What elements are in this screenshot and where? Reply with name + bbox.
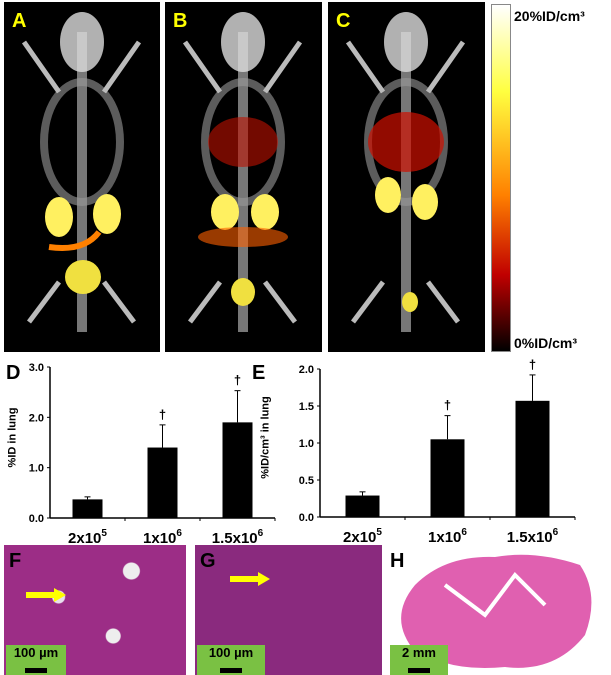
x-tick-label: 1.5x106: [507, 527, 559, 546]
significance-marker: †: [234, 373, 241, 388]
arrow-icon: [26, 588, 66, 602]
chart-d: 0.0 1.0 2.0 3.0 2x105 † 1x106 † 1.5x106: [29, 362, 276, 547]
scale-bar-f: 100 µm: [6, 645, 66, 675]
pet-ct-panel-b: B: [165, 2, 322, 352]
histology-panel-f: F 100 µm: [4, 545, 186, 675]
colorbar-max-label: 20%ID/cm³: [514, 8, 585, 24]
x-tick-label: 1.5x106: [212, 528, 264, 547]
bar: [345, 495, 380, 517]
y-tick-label: 0.0: [299, 512, 314, 524]
significance-marker: †: [529, 357, 536, 372]
scale-bar-h: 2 mm: [390, 645, 448, 675]
bar: [147, 447, 178, 518]
panel-label: D: [6, 362, 21, 384]
y-tick-label: 1.0: [299, 438, 314, 450]
y-tick-label: 3.0: [29, 362, 44, 374]
significance-marker: †: [159, 407, 166, 422]
y-tick-label: 2.0: [299, 364, 314, 376]
mouse-image-b: [182, 12, 303, 332]
y-tick-label: 2.0: [29, 412, 44, 424]
panel-label: C: [336, 10, 351, 32]
chart-e: 0.0 0.5 1.0 1.5 2.0 2x105 † 1x106 † 1.5x106: [299, 357, 576, 546]
scale-label: 100 µm: [13, 645, 59, 660]
scale-bar-line: [408, 668, 430, 673]
x-tick-label: 1x106: [428, 527, 467, 546]
bar: [430, 439, 465, 517]
panel-label: G: [200, 550, 216, 572]
y-tick-label: 0.5: [299, 475, 314, 487]
x-tick-label: 1x106: [143, 528, 182, 547]
scale-bar-line: [220, 668, 242, 673]
significance-marker: †: [444, 398, 451, 413]
y-tick-label: 0.0: [29, 513, 44, 525]
y-tick-label: 1.0: [29, 463, 44, 475]
y-tick-label: 1.5: [299, 401, 314, 413]
panel-label: A: [12, 10, 27, 32]
panel-label: B: [173, 10, 188, 32]
colorbar-min-label: 0%ID/cm³: [514, 335, 578, 351]
scale-bar-g: 100 µm: [197, 645, 265, 675]
x-tick-label: 2x105: [68, 528, 107, 547]
mouse-image-c: [345, 12, 466, 332]
scale-label: 100 µm: [208, 645, 254, 660]
scale-bar-line: [25, 668, 47, 673]
lung-section-image: [401, 554, 592, 669]
bar: [222, 422, 253, 518]
panel-label: E: [252, 362, 266, 384]
scale-label: 2 mm: [402, 645, 436, 660]
bar: [515, 400, 550, 517]
arrow-icon: [230, 572, 270, 586]
histology-panel-h: H 2 mm: [385, 545, 611, 675]
pet-ct-panel-c: C: [328, 2, 485, 352]
mouse-image-a: [21, 12, 142, 332]
x-tick-label: 2x105: [343, 527, 382, 546]
bar: [72, 499, 103, 518]
histology-panel-g: G 100 µm: [195, 545, 382, 675]
pet-ct-panel-a: A: [4, 2, 160, 352]
panel-label: F: [9, 550, 22, 572]
panel-label: H: [390, 550, 405, 572]
colorbar: [491, 4, 511, 352]
